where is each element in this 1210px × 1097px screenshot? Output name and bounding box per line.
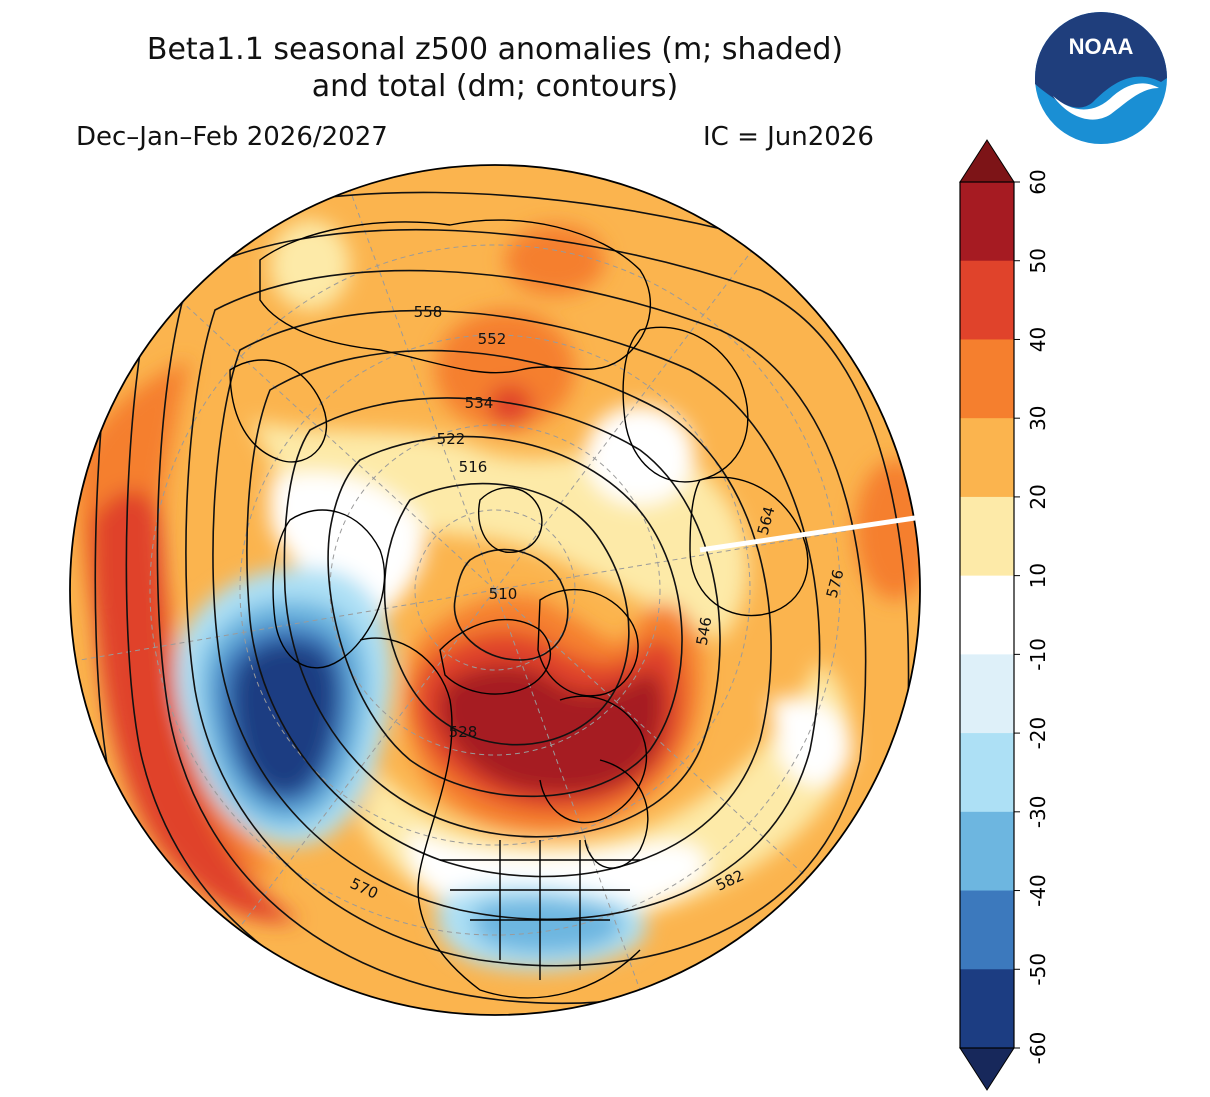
noaa-logo: NOAA — [1035, 12, 1167, 144]
colorbar-tick-label: -10 — [1026, 638, 1050, 671]
colorbar-tick-label: 50 — [1026, 248, 1050, 273]
coastlines — [229, 219, 809, 999]
colorbar-segment — [960, 260, 1014, 340]
colorbar-segment — [960, 654, 1014, 734]
colorbar-segments — [960, 182, 1014, 1049]
colorbar-tick-label: -20 — [1026, 717, 1050, 750]
contour-label: 552 — [478, 330, 507, 348]
colorbar-segment — [960, 969, 1014, 1049]
colorbar-ticks: 60 50 40 30 20 10 -10 -20 -30 -40 -50 -60 — [1014, 169, 1050, 1064]
contour-label-group: 558 552 534 522 516 510 528 546 564 576 … — [347, 303, 847, 903]
noaa-logo-text: NOAA — [1069, 34, 1134, 59]
colorbar-under-triangle — [959, 1047, 1015, 1091]
colorbar-segment — [960, 496, 1014, 577]
colorbar-tick-label: -30 — [1026, 795, 1050, 828]
colorbar: 60 50 40 30 20 10 -10 -20 -30 -40 -50 -60 — [959, 139, 1050, 1091]
dateline-seam — [699, 515, 916, 553]
colorbar-segment — [960, 339, 1014, 419]
colorbar-tick-label: 20 — [1026, 484, 1050, 509]
contour-label: 534 — [465, 394, 494, 412]
colorbar-segment — [960, 811, 1014, 892]
colorbar-segment — [960, 418, 1014, 498]
colorbar-frame — [959, 181, 1015, 1049]
colorbar-tick-label: 30 — [1026, 405, 1050, 430]
colorbar-segment — [960, 575, 1014, 655]
contour-label: 546 — [693, 615, 716, 646]
title-line-1: Beta1.1 seasonal z500 anomalies (m; shad… — [146, 32, 844, 67]
colorbar-tick-label: -60 — [1026, 1032, 1050, 1065]
map-boundary — [69, 164, 921, 1016]
colorbar-tick-label: 10 — [1026, 563, 1050, 588]
anomaly-shading — [70, 165, 920, 1015]
contour-label: 510 — [489, 585, 518, 603]
z500-map: 558 552 534 522 516 510 528 546 564 576 … — [69, 164, 921, 1016]
season-label: Dec–Jan–Feb 2026/2027 — [76, 122, 388, 152]
colorbar-over-triangle — [959, 139, 1015, 183]
title-line-2: and total (dm; contours) — [311, 69, 679, 104]
colorbar-segment — [960, 890, 1014, 970]
colorbar-tick-label: 40 — [1026, 327, 1050, 352]
contour-label: 558 — [414, 303, 443, 321]
colorbar-tick-label: -50 — [1026, 953, 1050, 986]
initial-condition-label: IC = Jun2026 — [703, 122, 874, 152]
contour-label: 522 — [437, 430, 466, 448]
colorbar-segment — [960, 733, 1014, 813]
contour-label: 516 — [459, 458, 488, 476]
colorbar-segment — [960, 182, 1014, 262]
colorbar-tick-label: 60 — [1026, 169, 1050, 194]
colorbar-tick-label: -40 — [1026, 874, 1050, 907]
contour-label: 528 — [449, 723, 478, 741]
